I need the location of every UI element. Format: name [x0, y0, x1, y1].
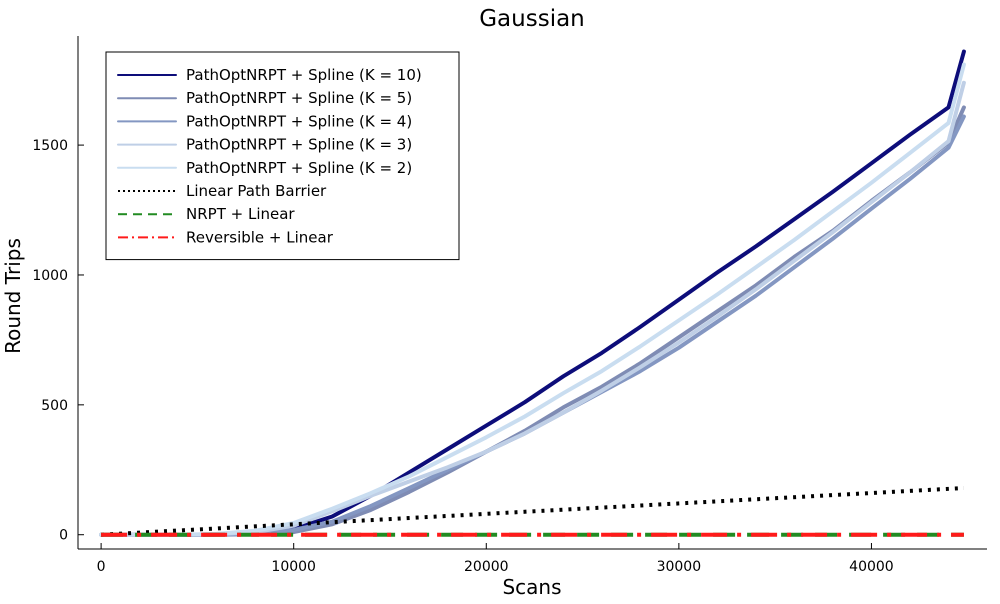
legend-label-7: Reversible + Linear [186, 228, 334, 246]
axes: 0 10000 20000 30000 40000 0 500 1000 1500 [32, 36, 987, 575]
series-lines [99, 49, 966, 537]
chart-title: Gaussian [479, 6, 585, 32]
legend: PathOptNRPT + Spline (K = 10) PathOptNRPT… [105, 51, 460, 261]
x-axis-label: Scans [502, 575, 561, 599]
legend-label-5: Linear Path Barrier [186, 182, 327, 200]
y-tick-label: 0 [59, 528, 68, 544]
x-tick-label: 10000 [271, 559, 316, 575]
legend-label-4: PathOptNRPT + Spline (K = 2) [186, 159, 412, 177]
x-tick-label: 40000 [849, 559, 894, 575]
series-line-4 [99, 62, 966, 537]
x-tick-label: 0 [97, 559, 106, 575]
series-line-5 [100, 486, 965, 537]
x-tick-label: 30000 [657, 559, 702, 575]
legend-label-0: PathOptNRPT + Spline (K = 10) [186, 66, 422, 84]
y-tick-label: 1000 [32, 268, 68, 284]
legend-label-2: PathOptNRPT + Spline (K = 4) [186, 112, 412, 130]
legend-label-1: PathOptNRPT + Spline (K = 5) [186, 89, 412, 107]
x-tick-label: 20000 [464, 559, 509, 575]
legend-box [105, 51, 460, 261]
legend-label-3: PathOptNRPT + Spline (K = 3) [186, 136, 412, 154]
y-tick-label: 1500 [32, 138, 68, 154]
legend-label-6: NRPT + Linear [186, 205, 295, 223]
y-axis-label: Round Trips [1, 238, 25, 354]
y-tick-label: 500 [41, 398, 68, 414]
